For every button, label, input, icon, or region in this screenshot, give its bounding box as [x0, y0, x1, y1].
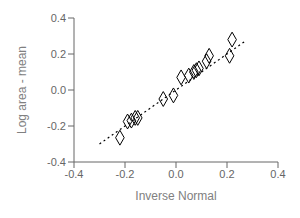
svg-text:Inverse Normal: Inverse Normal	[135, 189, 216, 203]
svg-text:0.4: 0.4	[51, 12, 66, 24]
svg-text:0.2: 0.2	[219, 168, 234, 180]
svg-text:-0.2: -0.2	[47, 120, 66, 132]
svg-text:-0.4: -0.4	[47, 156, 66, 168]
svg-text:-0.4: -0.4	[65, 168, 84, 180]
svg-text:0.4: 0.4	[270, 168, 285, 180]
svg-text:Log area - mean: Log area - mean	[15, 46, 29, 134]
svg-text:0.2: 0.2	[51, 48, 66, 60]
svg-text:0.0: 0.0	[51, 84, 66, 96]
svg-text:-0.2: -0.2	[116, 168, 135, 180]
svg-text:0.0: 0.0	[168, 168, 183, 180]
